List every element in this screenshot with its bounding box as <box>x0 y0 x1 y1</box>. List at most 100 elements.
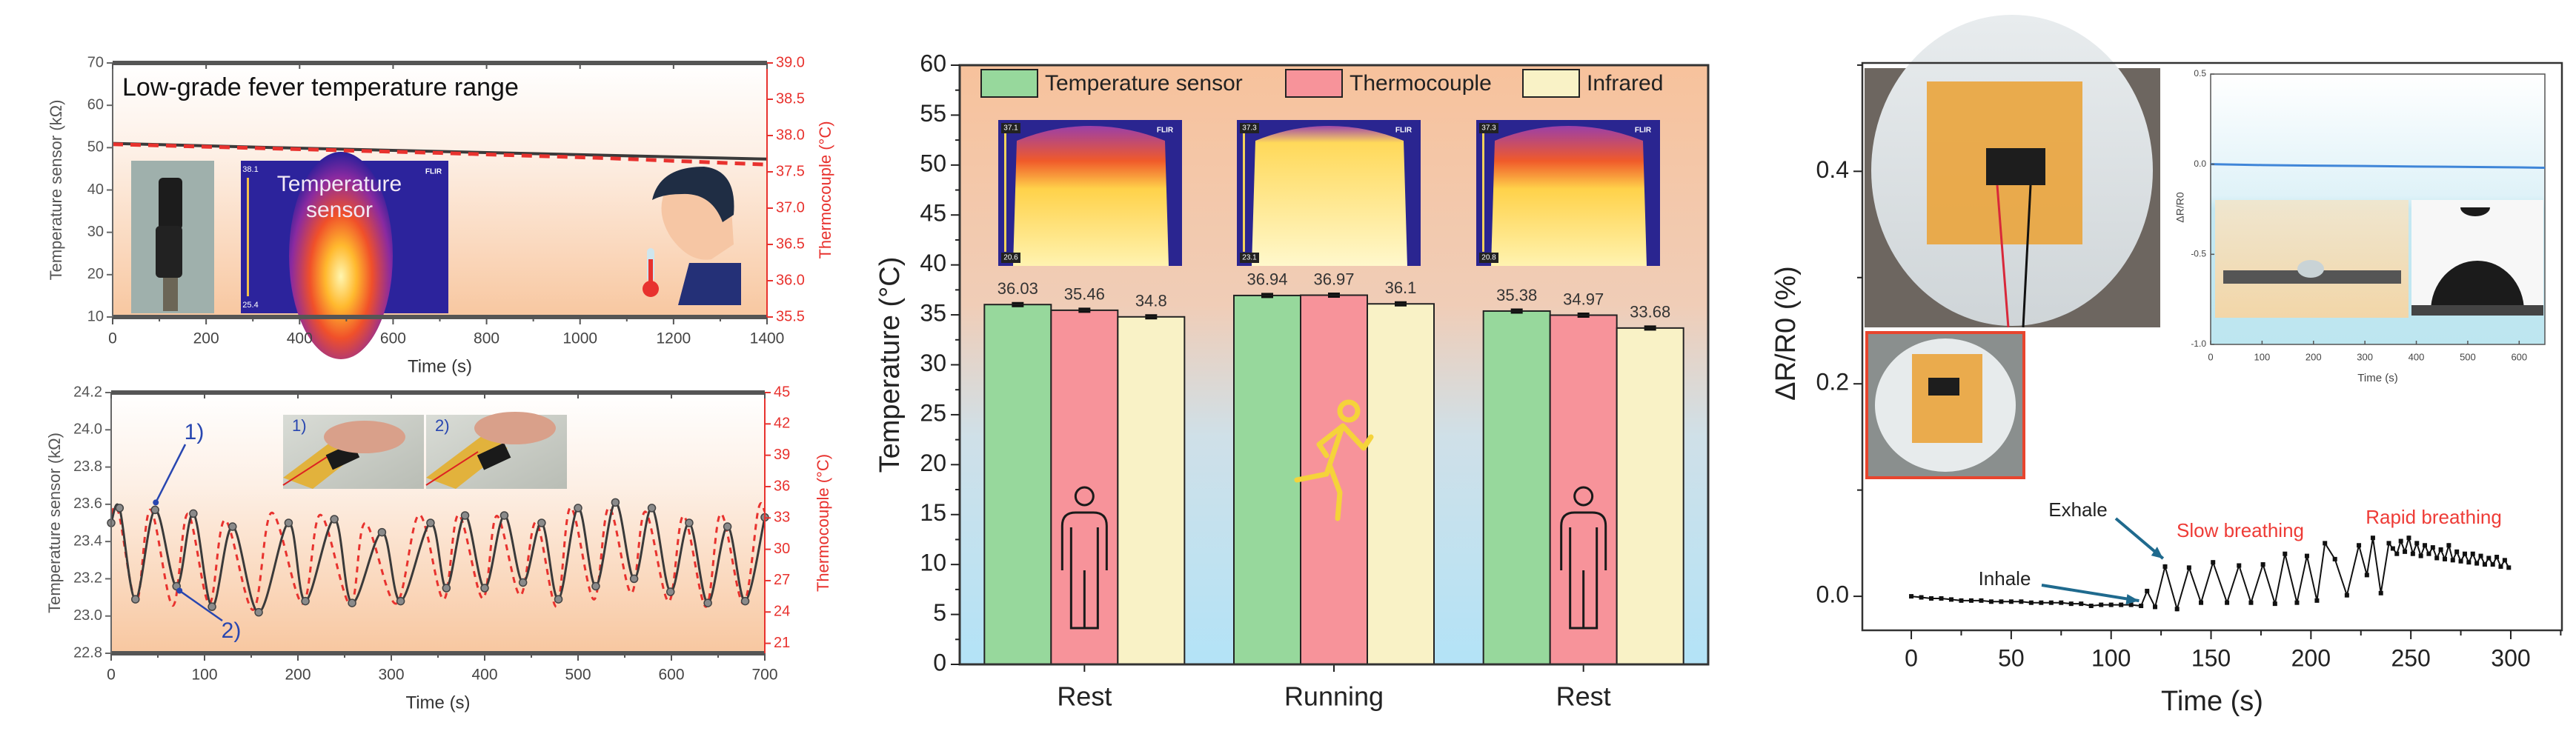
kapton-tape <box>426 433 508 489</box>
data-point-marker <box>2059 600 2064 605</box>
data-point-marker <box>2039 600 2044 605</box>
data-point-marker <box>2470 551 2475 556</box>
bar-temperature-sensor <box>1482 310 1551 665</box>
data-point-marker <box>2344 593 2349 598</box>
y-tick-label: 0.0 <box>1816 581 1849 608</box>
flir-logo-text: FLIR <box>1635 127 1652 135</box>
y-right-tick-label: 37.0 <box>776 199 805 216</box>
shirt <box>678 263 741 305</box>
data-point-marker <box>115 504 125 513</box>
series-thermocouple-line <box>112 142 768 167</box>
x-tick-label: 200 <box>193 330 219 347</box>
data-point-marker <box>1959 598 1964 603</box>
data-point-marker <box>2108 602 2114 607</box>
running-person-icon <box>1294 399 1374 521</box>
sensor-patch <box>1986 148 2045 185</box>
data-point-marker <box>2390 546 2395 551</box>
thermal-scale-min: 20.6 <box>1003 254 1018 262</box>
data-point-marker <box>2498 564 2503 569</box>
bar-value-label: 34.97 <box>1563 290 1604 308</box>
bar-infrared <box>1117 316 1186 665</box>
data-point-marker <box>150 505 159 515</box>
legend-swatch-infrared <box>1522 69 1580 98</box>
x-tick-label: 600 <box>380 330 406 347</box>
data-point-marker <box>723 522 732 531</box>
y-right-tick-label: 36.5 <box>776 236 805 252</box>
series-temperature-sensor-line <box>110 501 766 614</box>
thermal-scale-max: 37.1 <box>1003 124 1018 133</box>
x-tick-label: 700 <box>751 667 777 684</box>
y-tick-label: 40 <box>920 250 946 276</box>
slow-breathing-label: Slow breathing <box>2177 519 2304 541</box>
y-tick-label: 45 <box>920 200 946 227</box>
legend-swatch-temperature-sensor <box>980 69 1038 98</box>
thermometer-fill <box>648 259 653 287</box>
x-tick-label: 0 <box>1905 644 1918 671</box>
thermal-scale-min: 20.8 <box>1481 254 1496 262</box>
data-point-marker <box>611 498 620 507</box>
data-point-marker <box>460 511 470 520</box>
inset-x-tick-label: 100 <box>2254 351 2271 362</box>
thermal-scale-bar <box>247 178 249 296</box>
data-point-marker <box>2283 551 2288 556</box>
bar-infrared <box>1616 327 1684 665</box>
exhale-arrowhead <box>2151 547 2163 559</box>
y-tick-label: 30 <box>920 350 946 376</box>
data-point-marker <box>2394 551 2400 556</box>
data-point-marker <box>2466 560 2472 565</box>
data-point-marker <box>2211 560 2216 565</box>
data-point-marker <box>2145 588 2150 593</box>
data-point-marker <box>2272 601 2277 607</box>
inset-y-tick-label: -1.0 <box>2191 338 2206 349</box>
data-point-marker <box>2174 607 2180 612</box>
y-tick-label: 0 <box>933 649 946 675</box>
hair <box>652 167 734 222</box>
y-tick-label: 60 <box>920 50 946 76</box>
y-left-tick-label: 30 <box>87 224 104 240</box>
x-tick-label: 1000 <box>562 330 597 347</box>
inset-x-tick-label: 600 <box>2511 351 2527 362</box>
sensor-photo <box>131 161 214 313</box>
data-point-marker <box>554 595 563 604</box>
sensor-body <box>159 178 182 230</box>
data-point-marker <box>740 596 750 606</box>
data-point-marker <box>629 574 639 584</box>
thermal-face-image-1: 37.1 20.6 FLIR <box>998 120 1182 266</box>
bar-value-label: 36.97 <box>1313 270 1354 288</box>
data-point-marker <box>2502 558 2507 563</box>
y-left-tick-label: 50 <box>87 139 104 156</box>
data-point-marker <box>1919 595 1924 600</box>
plot-frame <box>1861 61 2563 632</box>
data-point-marker <box>228 522 237 531</box>
annotation-arrowhead <box>153 499 159 506</box>
thermal-hotspot <box>289 152 393 359</box>
data-point-marker <box>2434 556 2440 561</box>
y-right-tick-label: 38.5 <box>776 90 805 107</box>
chart-title: Low-grade fever temperature range <box>122 73 519 101</box>
thermal-scale-bar <box>1243 133 1245 252</box>
data-point-marker <box>2454 549 2460 554</box>
data-point-marker <box>396 596 405 606</box>
annotation-arrow <box>155 444 187 503</box>
y-left-tick-label: 20 <box>87 266 104 282</box>
inset-y-axis-title: ΔR/R0 <box>2174 192 2186 222</box>
thermal-scale-max: 37.3 <box>1481 124 1496 133</box>
y-right-axis-title: Thermocouple (°C) <box>816 121 834 258</box>
data-point-marker <box>518 578 528 587</box>
touch-photo-2: 2) <box>425 412 567 489</box>
y-right-tick-label: 24 <box>774 604 790 620</box>
y-left-tick-label: 40 <box>87 181 104 198</box>
data-point-marker <box>2442 556 2447 561</box>
flir-logo-text: FLIR <box>1157 127 1174 135</box>
data-point-marker <box>1948 597 1953 602</box>
inhale-label: Inhale <box>1979 567 2031 590</box>
data-point-marker <box>330 515 339 524</box>
data-point-marker <box>665 587 675 596</box>
y-tick-label: 0.4 <box>1816 156 1849 183</box>
mask-front-photo <box>1865 331 2025 479</box>
scale-max-box <box>1240 123 1259 133</box>
data-point-marker <box>2225 600 2230 605</box>
data-point-marker <box>2446 543 2451 548</box>
bar-infrared <box>1367 303 1435 665</box>
